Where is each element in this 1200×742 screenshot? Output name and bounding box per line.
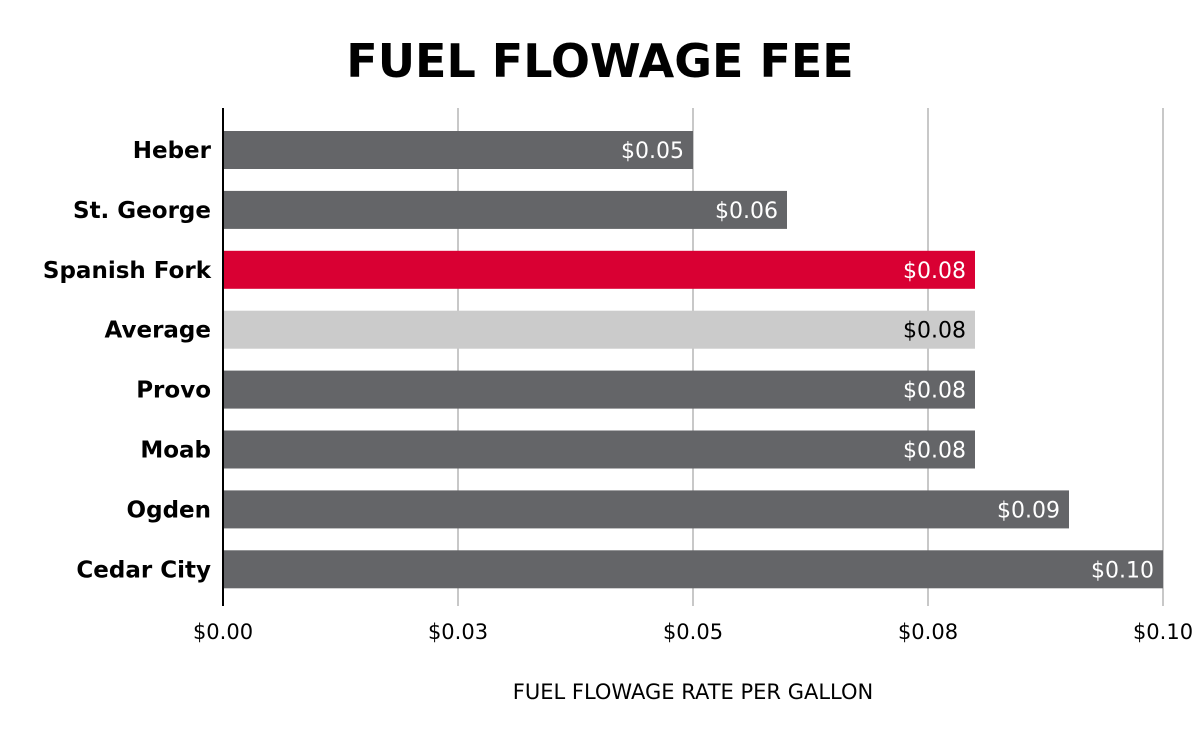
x-tick-label: $0.05 (663, 620, 723, 644)
category-label: Spanish Fork (43, 258, 212, 284)
value-label: $0.08 (903, 439, 966, 464)
category-label: Provo (136, 378, 211, 404)
bar-row-provo: Provo $0.08 (136, 370, 975, 409)
x-tick-label: $0.10 (1133, 620, 1193, 644)
category-label: Moab (140, 438, 211, 464)
x-axis-title: FUEL FLOWAGE RATE PER GALLON (513, 680, 873, 704)
gridlines (457, 108, 1164, 606)
x-axis-ticks: $0.00 $0.03 $0.05 $0.08 $0.10 (193, 620, 1193, 644)
category-label: Heber (133, 138, 212, 164)
bar-heber (223, 131, 693, 169)
category-label: St. George (73, 198, 211, 224)
bar-row-spanish-fork: Spanish Fork $0.08 (43, 250, 975, 289)
bar-spanish-fork (223, 250, 975, 289)
bar-average (223, 310, 975, 349)
x-tick-label: $0.00 (193, 620, 253, 644)
value-label: $0.08 (903, 259, 966, 284)
bar-moab (223, 430, 975, 469)
bar-row-average: Average $0.08 (105, 310, 975, 349)
bar-row-ogden: Ogden $0.09 (127, 490, 1069, 529)
bar-ogden (223, 490, 1069, 529)
bar-row-cedar-city: Cedar City $0.10 (76, 550, 1163, 589)
category-label: Average (105, 318, 212, 344)
category-label: Ogden (127, 497, 211, 523)
bars: Heber $0.05 St. George $0.06 Spanish Fork $0.… (43, 131, 1163, 589)
value-label: $0.08 (903, 379, 966, 404)
value-label: $0.09 (997, 498, 1060, 523)
bar-st-george (223, 190, 787, 229)
bar-row-heber: Heber $0.05 (133, 131, 693, 169)
value-label: $0.10 (1091, 558, 1154, 583)
bar-cedar-city (223, 550, 1163, 589)
chart-title: FUEL FLOWAGE FEE (346, 34, 853, 88)
bar-provo (223, 370, 975, 409)
x-tick-label: $0.08 (898, 620, 958, 644)
value-label: $0.08 (903, 319, 966, 344)
x-tick-label: $0.03 (428, 620, 488, 644)
category-label: Cedar City (76, 557, 211, 583)
bar-row-moab: Moab $0.08 (140, 430, 975, 469)
bar-row-st-george: St. George $0.06 (73, 190, 787, 229)
value-label: $0.05 (621, 139, 684, 164)
value-label: $0.06 (715, 199, 778, 224)
